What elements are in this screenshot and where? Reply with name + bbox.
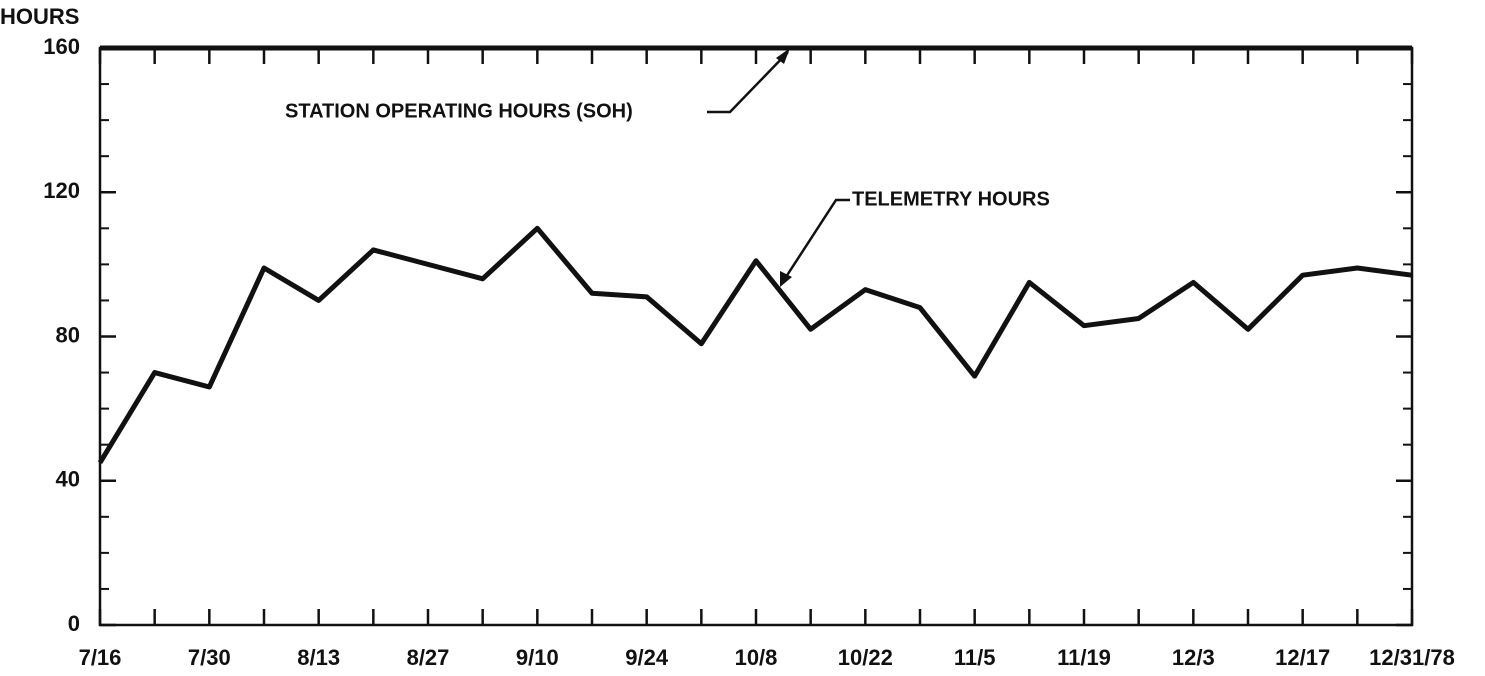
y-tick-label: 80	[56, 322, 80, 347]
x-tick-label: 9/24	[625, 645, 669, 670]
telemetry-arrowhead	[780, 271, 792, 287]
soh-arrowhead	[776, 48, 790, 64]
y-tick-label: 40	[56, 467, 80, 492]
x-tick-label: 12/17	[1275, 645, 1330, 670]
soh-leader	[707, 51, 789, 114]
series-line	[97, 225, 1413, 465]
y-tick-label: 0	[68, 611, 80, 636]
x-tick-label: 12/3	[1172, 645, 1215, 670]
x-tick-label: 10/8	[735, 645, 778, 670]
telemetry-leader	[782, 198, 850, 281]
x-tick-label: 9/10	[516, 645, 559, 670]
y-axis-label: HOURS	[0, 4, 79, 29]
x-tick-label: 8/13	[297, 645, 340, 670]
x-tick-label: 8/27	[407, 645, 450, 670]
x-tick-label: 11/19	[1057, 645, 1111, 670]
plot-frame	[98, 46, 1414, 627]
x-tick-label: 11/5	[954, 645, 996, 670]
y-tick-label: 120	[43, 178, 80, 203]
x-tick-label: 12/31/78	[1369, 645, 1455, 670]
telemetry-annotation: TELEMETRY HOURS	[852, 188, 1050, 210]
y-tick-label: 160	[43, 34, 80, 59]
x-tick-label: 7/30	[188, 645, 231, 670]
x-tick-label: 7/16	[79, 645, 122, 670]
soh-annotation: STATION OPERATING HOURS (SOH)	[285, 100, 633, 122]
x-tick-label: 10/22	[838, 645, 893, 670]
